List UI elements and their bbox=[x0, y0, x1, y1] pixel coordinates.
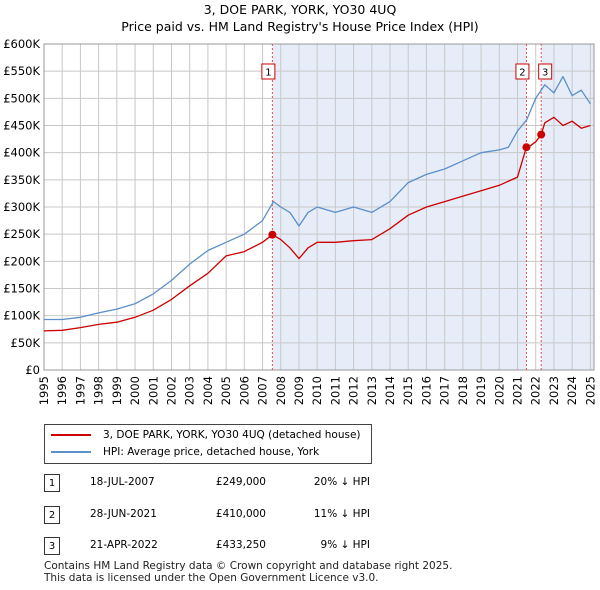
legend-label-property: 3, DOE PARK, YORK, YO30 4UQ (detached ho… bbox=[103, 429, 361, 441]
x-tick-label: 2006 bbox=[237, 376, 251, 405]
x-tick-label: 2003 bbox=[183, 376, 197, 405]
plot-frame bbox=[43, 43, 595, 371]
y-tick-label: £150K bbox=[3, 282, 40, 296]
transaction-hpi-diff: 9% ↓ HPI bbox=[320, 539, 370, 551]
x-tick-label: 1995 bbox=[37, 376, 51, 405]
transaction-number: 1 bbox=[44, 474, 60, 492]
legend: 3, DOE PARK, YORK, YO30 4UQ (detached ho… bbox=[44, 424, 372, 464]
sale-point bbox=[537, 130, 546, 139]
x-tick-label: 2025 bbox=[583, 376, 597, 405]
chart-title: Price paid vs. HM Land Registry's House … bbox=[121, 19, 479, 34]
sale-marker-label: 3 bbox=[542, 68, 548, 79]
sale-marker-box bbox=[515, 63, 530, 80]
sale-marker-label: 1 bbox=[265, 68, 271, 79]
x-tick-label: 2019 bbox=[474, 376, 488, 405]
x-tick-label: 2000 bbox=[128, 376, 142, 405]
y-tick-label: £0 bbox=[25, 363, 40, 377]
transaction-number: 2 bbox=[44, 506, 60, 524]
y-tick-label: £500K bbox=[3, 91, 40, 105]
y-tick-label: £400K bbox=[3, 146, 40, 160]
x-tick-label: 2014 bbox=[383, 376, 397, 405]
x-tick-label: 1999 bbox=[110, 376, 124, 405]
x-tick-label: 2013 bbox=[365, 376, 379, 405]
x-tick-label: 2017 bbox=[438, 376, 452, 405]
x-tick-label: 2007 bbox=[256, 376, 270, 405]
x-tick-label: 2021 bbox=[511, 376, 525, 405]
sale-marker-box bbox=[538, 63, 553, 80]
hpi-line bbox=[44, 75, 591, 321]
x-tick-label: 2023 bbox=[547, 376, 561, 405]
transaction-price: £410,000 bbox=[215, 508, 266, 520]
x-tick-label: 1998 bbox=[92, 376, 106, 405]
x-tick-label: 1996 bbox=[55, 376, 69, 405]
x-tick-label: 2010 bbox=[310, 376, 324, 405]
x-tick-label: 2005 bbox=[219, 376, 233, 405]
transaction-date: 18-JUL-2007 bbox=[90, 476, 155, 488]
y-tick-label: £300K bbox=[3, 200, 40, 214]
transaction-hpi-diff: 20% ↓ HPI bbox=[313, 476, 370, 488]
sale-marker-label: 2 bbox=[519, 68, 525, 79]
transaction-price: £433,250 bbox=[215, 539, 266, 551]
y-tick-label: £50K bbox=[11, 336, 41, 350]
y-tick-label: £200K bbox=[3, 254, 40, 268]
y-tick-label: £100K bbox=[3, 309, 40, 323]
y-tick-label: £250K bbox=[3, 227, 40, 241]
x-tick-label: 2002 bbox=[164, 376, 178, 405]
x-tick-label: 2009 bbox=[292, 376, 306, 405]
y-tick-label: £450K bbox=[3, 119, 40, 133]
legend-swatch-property bbox=[51, 434, 91, 436]
legend-label-hpi: HPI: Average price, detached house, York bbox=[103, 446, 320, 458]
transaction-number: 3 bbox=[44, 537, 60, 555]
x-tick-label: 2015 bbox=[401, 376, 415, 405]
x-tick-label: 2022 bbox=[529, 376, 543, 405]
price-chart: £0 £50K £100K £150K £200K £250K £300K £350K £400… bbox=[3, 37, 597, 405]
x-tick-label: 2008 bbox=[274, 376, 288, 405]
x-tick-label: 2016 bbox=[419, 376, 433, 405]
x-tick-label: 2012 bbox=[347, 376, 361, 405]
footer: Contains HM Land Registry data © Crown c… bbox=[44, 560, 452, 584]
sale-marker-box bbox=[261, 63, 276, 80]
y-tick-label: £550K bbox=[3, 64, 40, 78]
property-price-line bbox=[43, 116, 591, 332]
x-tick-label: 2018 bbox=[456, 376, 470, 405]
transaction-price: £249,000 bbox=[215, 476, 266, 488]
y-tick-label: £600K bbox=[3, 37, 40, 51]
chart-title-address: 3, DOE PARK, YORK, YO30 4UQ bbox=[203, 2, 397, 17]
footer-copyright: Contains HM Land Registry data © Crown c… bbox=[44, 560, 453, 572]
x-tick-label: 2024 bbox=[565, 376, 579, 405]
sale-point bbox=[268, 230, 277, 239]
transaction-date: 28-JUN-2021 bbox=[90, 508, 157, 520]
legend-swatch-hpi bbox=[51, 451, 91, 453]
x-tick-label: 1997 bbox=[73, 376, 87, 405]
x-tick-label: 2020 bbox=[492, 376, 506, 405]
legend-item-hpi: HPI: Average price, detached house, York bbox=[51, 444, 319, 460]
transaction-date: 21-APR-2022 bbox=[90, 539, 158, 551]
x-tick-label: 2001 bbox=[146, 376, 160, 405]
y-tick-label: £350K bbox=[3, 173, 40, 187]
legend-item-property: 3, DOE PARK, YORK, YO30 4UQ (detached ho… bbox=[51, 427, 361, 443]
transaction-hpi-diff: 11% ↓ HPI bbox=[313, 508, 370, 520]
footer-licence: This data is licensed under the Open Gov… bbox=[44, 572, 379, 584]
x-tick-label: 2011 bbox=[328, 376, 342, 405]
sale-point bbox=[522, 143, 531, 152]
x-tick-label: 2004 bbox=[201, 376, 215, 405]
